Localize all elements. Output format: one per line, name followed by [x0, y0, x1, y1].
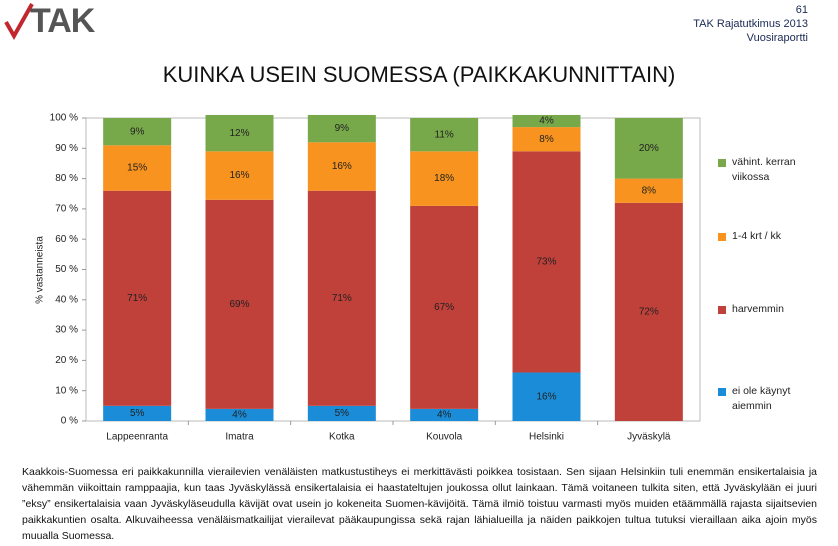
chart-title: KUINKA USEIN SUOMESSA (PAIKKAKUNNITTAIN)	[162, 62, 676, 87]
page-number: 61	[795, 4, 808, 16]
data-label: 9%	[130, 126, 145, 137]
bar-segment	[103, 405, 172, 421]
data-label: 12%	[229, 128, 249, 139]
legend-label: harvemmin	[732, 303, 784, 315]
bar-segment	[512, 372, 581, 421]
bar-segment	[410, 118, 479, 152]
data-label: 71%	[332, 293, 352, 304]
data-label: 72%	[639, 307, 659, 318]
data-label: 15%	[127, 163, 147, 174]
legend-label: 1-4 krt / kk	[732, 230, 782, 242]
data-label: 5%	[130, 408, 145, 419]
data-label: 16%	[229, 170, 249, 181]
legend-swatch	[718, 233, 726, 241]
data-label: 11%	[435, 129, 454, 140]
x-tick-label: Kotka	[329, 432, 355, 443]
bar-segment	[103, 118, 172, 146]
bar-segment	[205, 151, 274, 200]
y-tick-label: 10 %	[55, 385, 78, 396]
data-label: 4%	[232, 410, 247, 421]
bar-segment	[512, 127, 581, 152]
logo-check	[4, 3, 34, 41]
y-tick-label: 40 %	[55, 294, 78, 305]
y-tick-label: 30 %	[55, 325, 78, 336]
legend-label: vähint. kerran viikossa	[732, 156, 796, 183]
plot-frame	[85, 117, 701, 422]
bar-segment	[103, 190, 172, 406]
x-tick-label: Jyväskylä	[627, 432, 671, 443]
data-label: 5%	[335, 408, 350, 419]
y-axis-label: % vastanneista	[35, 236, 46, 304]
y-tick-label: 80 %	[55, 173, 78, 184]
data-label: 69%	[229, 299, 249, 310]
bar-segment	[614, 178, 683, 203]
bar-segment	[103, 145, 172, 191]
legend-swatch	[718, 306, 726, 314]
bar-segment	[307, 114, 376, 143]
data-label: 8%	[539, 134, 554, 145]
data-label: 16%	[536, 391, 556, 402]
data-label: 4%	[437, 410, 452, 421]
y-tick-label: 20 %	[55, 355, 78, 366]
data-label: 67%	[434, 302, 454, 313]
x-tick-label: Lappeenranta	[106, 432, 168, 443]
legend-label: ei ole käynyt aiemmin	[732, 385, 791, 412]
y-tick-label: 60 %	[55, 234, 78, 245]
data-label: 18%	[434, 173, 454, 184]
data-label: 20%	[639, 143, 659, 154]
y-tick-label: 90 %	[55, 143, 78, 154]
data-label: 4%	[539, 116, 554, 127]
x-tick-label: Kouvola	[426, 432, 463, 443]
y-tick-label: 100 %	[50, 113, 78, 124]
bar-segment	[410, 151, 479, 206]
x-tick-label: Helsinki	[529, 432, 564, 443]
bar-segment	[614, 202, 683, 421]
bar-segment	[307, 190, 376, 406]
data-label: 8%	[642, 185, 657, 196]
legend-swatch	[718, 388, 726, 396]
bar-segment	[410, 205, 479, 409]
bar-segment	[307, 405, 376, 421]
y-tick-label: 70 %	[55, 204, 78, 215]
bar-segment	[307, 142, 376, 191]
legend-swatch	[718, 159, 726, 167]
y-tick-label: 50 %	[55, 264, 78, 275]
bar-segment	[410, 408, 479, 421]
report-name: Vuosiraportti	[746, 32, 808, 44]
bar-segment	[205, 199, 274, 409]
bar-segment	[512, 114, 581, 128]
data-label: 73%	[536, 257, 556, 268]
bar-segment	[205, 114, 274, 152]
data-label: 9%	[335, 123, 350, 134]
bar-segment	[205, 408, 274, 421]
y-tick-label: 0 %	[61, 416, 78, 427]
bar-segment	[512, 151, 581, 373]
bar-segment	[614, 118, 683, 179]
x-tick-label: Imatra	[225, 432, 254, 443]
publication: TAK Rajatutkimus 2013	[693, 18, 808, 30]
logo: TAK	[30, 2, 95, 40]
body-paragraph: Kaakkois-Suomessa eri paikkakunnilla vie…	[22, 466, 817, 542]
data-label: 71%	[127, 293, 147, 304]
data-label: 16%	[332, 161, 352, 172]
